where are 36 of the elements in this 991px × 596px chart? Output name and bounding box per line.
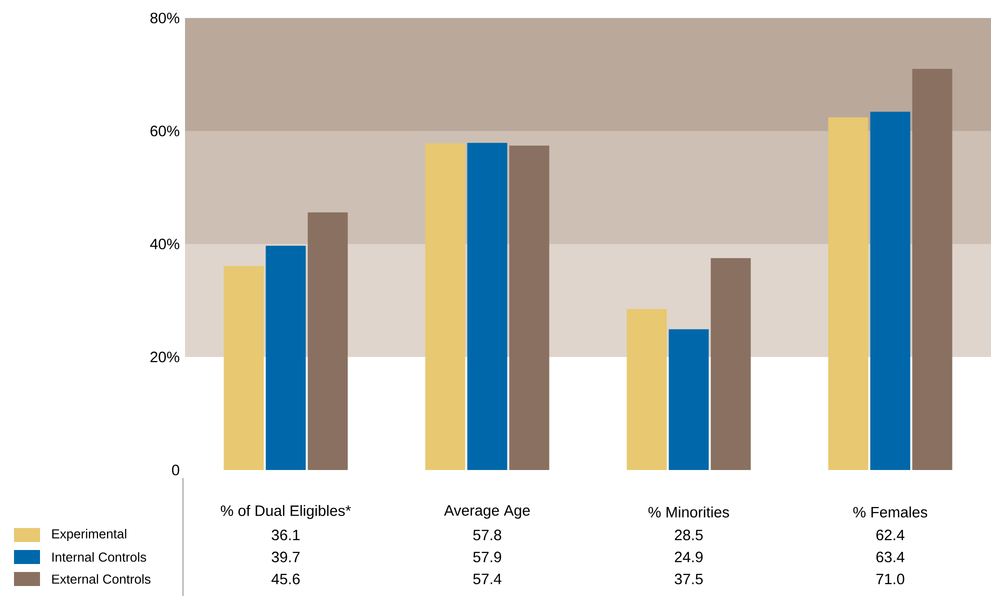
data-label: 45.6 xyxy=(272,574,300,584)
bar xyxy=(467,142,508,470)
data-label: 57.4 xyxy=(473,574,502,584)
data-label: 24.9 xyxy=(674,552,703,562)
y-tick-label: 20% xyxy=(150,352,180,362)
data-label: 39.7 xyxy=(272,552,300,562)
bar xyxy=(626,308,667,470)
data-label: 37.5 xyxy=(674,574,703,584)
legend-label: Internal Controls xyxy=(52,552,146,562)
bar xyxy=(912,68,952,470)
bar xyxy=(828,117,868,470)
y-tick-label: 0 xyxy=(172,464,180,476)
bar xyxy=(308,212,348,470)
bar xyxy=(509,146,550,470)
legend-label: Experimental xyxy=(52,528,126,542)
bar xyxy=(870,112,910,470)
data-label: 57.8 xyxy=(473,530,502,540)
data-label: 62.4 xyxy=(876,530,904,540)
x-tick-label: % Minorities xyxy=(648,506,730,518)
legend-label: External Controls xyxy=(52,574,150,584)
bar xyxy=(224,266,264,470)
y-tick-label: 80% xyxy=(150,12,180,24)
y-tick-label: 40% xyxy=(150,238,180,250)
x-tick-label: Average Age xyxy=(444,505,530,519)
data-label: 36.1 xyxy=(272,530,300,540)
bar xyxy=(710,258,751,470)
bar xyxy=(425,143,466,470)
bar xyxy=(668,329,709,470)
data-label: 57.9 xyxy=(473,552,502,562)
x-tick-label: % of Dual Eligibles* xyxy=(220,504,351,519)
x-tick-label: % Females xyxy=(853,506,928,518)
y-tick-label: 60% xyxy=(150,126,180,136)
data-label: 71.0 xyxy=(876,574,904,584)
data-label: 63.4 xyxy=(876,552,904,562)
bar xyxy=(266,246,306,470)
data-label: 28.5 xyxy=(674,530,703,540)
